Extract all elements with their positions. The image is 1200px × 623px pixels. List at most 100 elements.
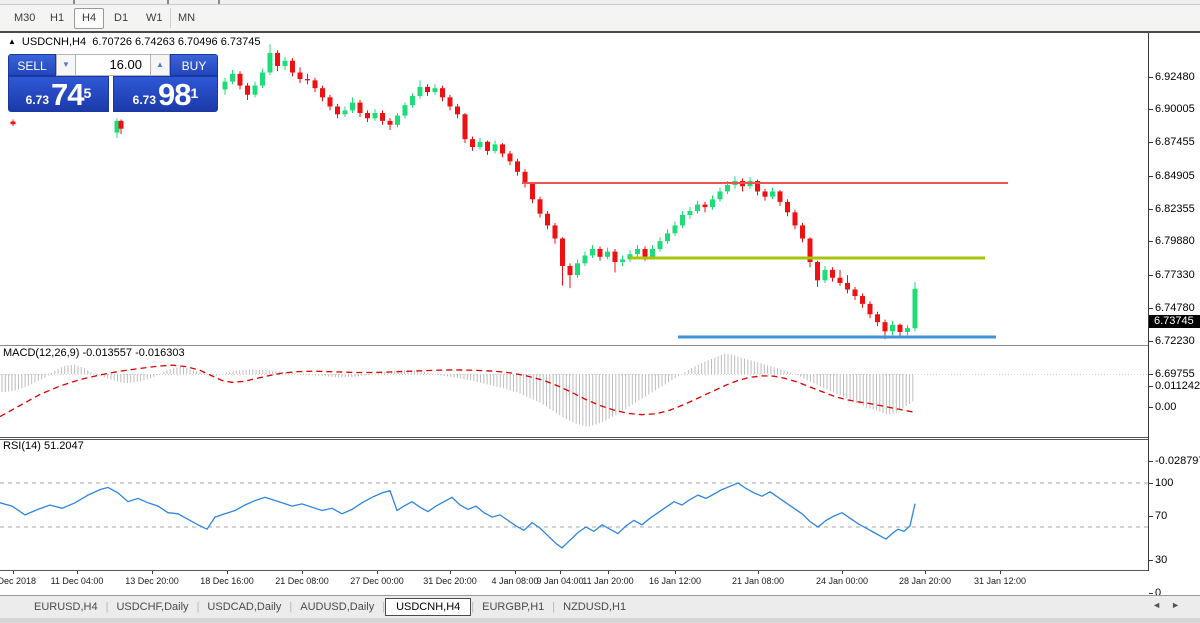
candle-body: [665, 233, 670, 242]
time-axis-tick: [450, 571, 451, 574]
candle-body: [470, 139, 475, 148]
timeframe-button-mn[interactable]: MN: [178, 12, 196, 24]
macd-axis-label: 0.011242: [1148, 379, 1200, 392]
chart-title-line: ▲ USDCNH,H4 6.70726 6.74263 6.70496 6.737…: [8, 36, 260, 48]
rsi-indicator-label: RSI(14) 51.2047: [3, 440, 84, 452]
candle-body: [822, 269, 828, 281]
candle-body: [282, 60, 288, 66]
volume-input[interactable]: 16.00: [76, 54, 150, 76]
tab-separator: |: [382, 601, 386, 613]
chart-tab-bar: ◄► EURUSD,H4 | USDCHF,Daily | USDCAD,Daily | A…: [0, 595, 1200, 618]
time-axis-label: 31 Dec 20:00: [423, 576, 477, 586]
time-axis-tick: [13, 571, 14, 574]
volume-increase-button[interactable]: ▲: [150, 54, 170, 76]
time-axis-label: 24 Jan 00:00: [815, 576, 869, 586]
tab-separator: |: [552, 601, 556, 613]
chart-tab-eurgbp[interactable]: EURGBP,H1: [482, 601, 545, 613]
sell-price-pips: 74: [51, 77, 84, 112]
macd-axis-label: 0.00: [1148, 400, 1177, 413]
tab-separator: |: [471, 601, 475, 613]
time-axis-label: 18 Dec 16:00: [200, 576, 254, 586]
candle-body: [687, 211, 693, 215]
candle-body: [702, 204, 708, 208]
candle-body: [10, 121, 16, 125]
candle-body: [845, 282, 850, 290]
candle-body: [492, 144, 498, 151]
candle-body: [357, 102, 363, 114]
rsi-line: [0, 482, 916, 549]
toolbar-separator: [170, 8, 171, 28]
candle-body: [672, 225, 678, 234]
timeframe-button-h4[interactable]: H4: [74, 8, 105, 29]
tab-scroll-arrows[interactable]: ◄►: [1152, 600, 1190, 610]
time-axis-label: 13 Dec 20:00: [125, 576, 179, 586]
collapse-panel-icon[interactable]: ▲: [8, 37, 16, 46]
tab-scroll-right-icon[interactable]: ►: [1171, 600, 1190, 610]
chart-tab-usdcad[interactable]: USDCAD,Daily: [207, 601, 282, 613]
candle-body: [582, 255, 588, 264]
candle-body: [530, 183, 535, 200]
candle-body: [755, 180, 760, 192]
time-axis-tick: [925, 571, 926, 574]
current-price-badge: 6.73745: [1149, 315, 1200, 329]
candle-body: [320, 88, 325, 98]
candle-body: [620, 259, 625, 263]
time-axis-tick: [842, 571, 843, 574]
candle-body: [485, 141, 490, 151]
time-axis-label: 9 Jan 04:00: [536, 576, 584, 586]
chevron-down-icon: ▼: [62, 60, 70, 69]
chart-tab-nzdusd[interactable]: NZDUSD,H1: [563, 601, 627, 613]
buy-price-button[interactable]: 6.73 98 1: [113, 76, 218, 112]
macd-indicator-label: MACD(12,26,9) -0.013557 -0.016303: [3, 347, 185, 359]
candle-body: [710, 199, 715, 208]
rsi-axis-label: 30: [1148, 553, 1168, 566]
candle-body: [897, 324, 903, 332]
volume-decrease-button[interactable]: ▼: [56, 54, 76, 76]
candle-body: [425, 86, 430, 93]
tab-scroll-left-icon[interactable]: ◄: [1152, 600, 1172, 610]
time-axis-label: 21 Dec 08:00: [275, 576, 329, 586]
price-axis-label: 6.79880: [1149, 235, 1195, 248]
candle-body: [417, 86, 423, 97]
time-axis-label: 4 Jan 08:00: [491, 576, 539, 586]
candle-body: [387, 120, 393, 125]
candle-body: [222, 81, 228, 90]
timeframe-button-w1[interactable]: W1: [146, 12, 163, 24]
candle-body: [725, 184, 730, 192]
chart-tab-usdchf[interactable]: USDCHF,Daily: [116, 601, 189, 613]
candle-body: [597, 248, 603, 257]
buy-button[interactable]: BUY: [170, 54, 218, 76]
time-axis[interactable]: 6 Dec 2018 11 Dec 04:00 13 Dec 20:00 18 Dec…: [0, 571, 1148, 596]
time-axis-label: 6 Dec 2018: [0, 576, 37, 586]
timeframe-button-m30[interactable]: M30: [14, 12, 36, 24]
candle-body: [537, 199, 543, 214]
candle-body: [245, 85, 250, 95]
candle-body: [612, 251, 618, 263]
candle-body: [432, 88, 438, 93]
chart-tab-usdcnh[interactable]: USDCNH,H4: [385, 598, 472, 616]
candle-body: [777, 191, 783, 202]
sell-price-button[interactable]: 6.73 74 5: [8, 76, 109, 112]
candle-body: [762, 191, 768, 197]
timeframe-button-h1[interactable]: H1: [50, 12, 65, 24]
candle-body: [507, 153, 513, 162]
candle-body: [230, 73, 235, 82]
toolbar-separator: [167, 0, 169, 4]
candle-body: [830, 269, 835, 278]
toolbar-separator: [73, 0, 75, 4]
candle-body: [372, 113, 378, 119]
candle-body: [440, 88, 445, 98]
time-axis-tick: [77, 571, 78, 574]
chart-plot-area[interactable]: [0, 33, 1148, 571]
time-axis-label: 11 Jan 20:00: [582, 576, 634, 586]
candle-body: [680, 214, 685, 226]
price-axis[interactable]: 6.92480 6.90005 6.87455 6.84905 6.82355 6.798…: [1148, 33, 1200, 599]
chevron-up-icon: ▲: [156, 60, 164, 69]
sell-button[interactable]: SELL: [8, 54, 56, 76]
timeframe-toolbar: M30 H1 H4 D1 W1 MN: [0, 5, 1200, 32]
candle-body: [545, 213, 550, 226]
chart-tab-audusd[interactable]: AUDUSD,Daily: [300, 601, 375, 613]
timeframe-button-d1[interactable]: D1: [114, 12, 129, 24]
time-axis-tick: [152, 571, 153, 574]
chart-tab-eurusd[interactable]: EURUSD,H4: [34, 601, 98, 613]
